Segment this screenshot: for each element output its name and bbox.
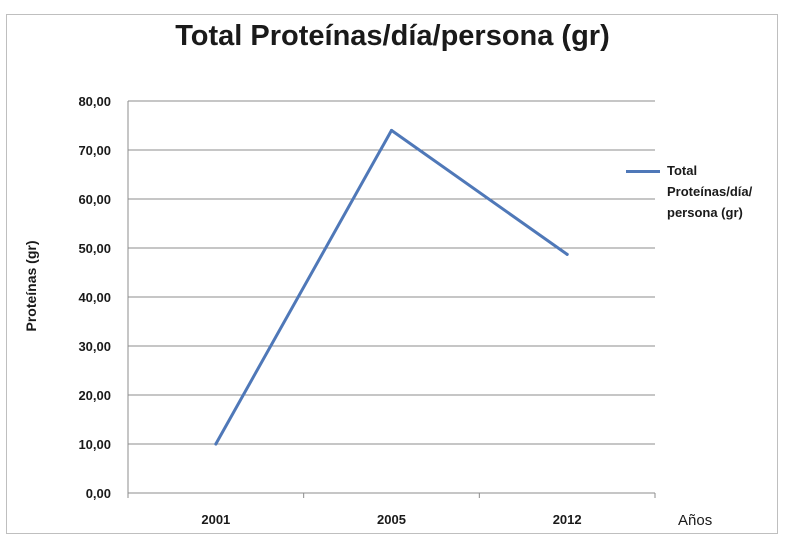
y-tick-label: 20,00 xyxy=(78,388,111,403)
y-tick-label: 70,00 xyxy=(78,143,111,158)
data-point xyxy=(390,128,393,132)
y-tick-label: 80,00 xyxy=(78,94,111,109)
y-tick-label: 60,00 xyxy=(78,192,111,207)
legend-label: Total Proteínas/día/ persona (gr) xyxy=(667,163,753,220)
x-axis-title: Años xyxy=(678,512,713,529)
y-tick-label: 10,00 xyxy=(78,437,111,452)
x-tick-label: 2012 xyxy=(553,512,582,527)
y-tick-label: 30,00 xyxy=(78,339,111,354)
chart-title: Total Proteínas/día/persona (gr) xyxy=(175,20,610,52)
y-tick-label: 40,00 xyxy=(78,290,111,305)
series-line xyxy=(214,128,569,446)
y-tick-label: 0,00 xyxy=(86,486,111,501)
data-point xyxy=(565,252,569,256)
data-point xyxy=(214,442,218,446)
legend-swatch xyxy=(626,170,660,173)
x-tick-label: 2001 xyxy=(201,512,230,527)
y-tick-label: 50,00 xyxy=(78,241,111,256)
x-tick-label: 2005 xyxy=(377,512,406,527)
